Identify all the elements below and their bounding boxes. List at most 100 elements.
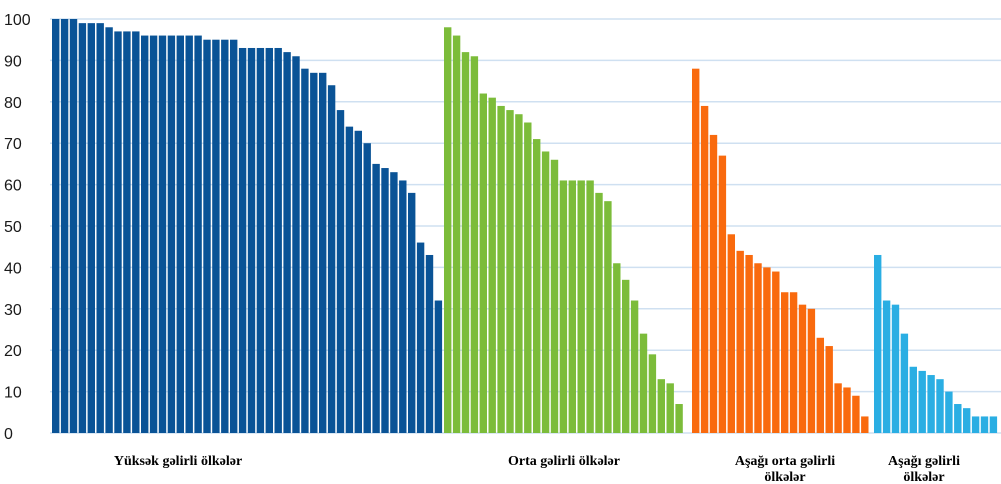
group-label: Orta gəlirli ölkələr — [508, 454, 620, 469]
bar — [515, 114, 523, 433]
bar — [971, 416, 980, 433]
bar — [816, 337, 824, 433]
bar — [927, 375, 935, 433]
bar — [452, 35, 461, 434]
bar — [461, 52, 470, 434]
bar — [372, 163, 380, 433]
bar — [692, 68, 700, 434]
bar — [745, 254, 753, 433]
bar — [506, 110, 514, 433]
group-label-line: ölkələr — [764, 470, 805, 484]
y-tick-label: 0 — [4, 426, 13, 443]
bar — [203, 39, 211, 433]
bar — [185, 35, 193, 434]
bar — [212, 39, 220, 433]
bar — [96, 23, 104, 433]
bar — [345, 126, 354, 433]
y-tick-label: 60 — [4, 178, 22, 195]
bar — [577, 180, 585, 433]
bar — [861, 416, 869, 433]
bar — [781, 292, 789, 433]
bar — [114, 31, 122, 433]
y-tick-label: 40 — [4, 260, 22, 277]
bar — [283, 52, 291, 434]
bar — [274, 47, 282, 433]
bar — [434, 300, 443, 433]
bar — [399, 180, 407, 433]
bar — [141, 35, 149, 434]
bar — [381, 168, 389, 434]
bar — [363, 143, 371, 433]
group-label-line: Orta gəlirli ölkələr — [508, 454, 620, 469]
bar — [533, 139, 541, 433]
bar — [524, 122, 532, 433]
group-label-line: Aşağı orta gəlirli — [735, 454, 835, 469]
bar — [167, 35, 176, 434]
bar — [336, 110, 345, 433]
bar — [700, 105, 709, 433]
y-tick-label: 50 — [4, 219, 22, 236]
bar — [354, 130, 362, 433]
bar — [550, 159, 559, 433]
bar — [60, 19, 69, 433]
bar — [945, 391, 953, 433]
bar — [622, 279, 630, 433]
bar — [909, 366, 917, 433]
bar — [900, 333, 909, 433]
bar — [488, 97, 496, 433]
bar — [470, 56, 479, 433]
bar — [69, 19, 78, 433]
bar — [497, 105, 505, 433]
bar — [595, 192, 603, 433]
bar — [963, 408, 971, 433]
bar — [834, 383, 842, 433]
bar — [675, 404, 683, 433]
group-labels: Yüksək gəlirli ölkələr Orta gəlirli ölkəl… — [114, 454, 960, 484]
bar — [221, 39, 229, 433]
bar — [954, 404, 962, 433]
bar — [310, 72, 318, 433]
bar — [256, 47, 265, 433]
bar — [158, 35, 167, 434]
y-tick-label: 100 — [4, 12, 31, 29]
group-label-line: Yüksək gəlirli ölkələr — [114, 454, 242, 469]
bar — [301, 68, 309, 434]
group-label: Yüksək gəlirli ölkələr — [114, 454, 242, 469]
y-tick-label: 10 — [4, 385, 22, 402]
bar — [327, 85, 336, 434]
bar — [657, 379, 665, 433]
bar — [444, 27, 452, 434]
bar — [843, 387, 851, 433]
y-tick-label: 70 — [4, 136, 22, 153]
bar — [408, 192, 416, 433]
bar — [194, 35, 202, 434]
bar — [247, 47, 256, 433]
bar — [149, 35, 158, 434]
bar — [736, 250, 744, 433]
bar — [230, 39, 238, 433]
bar — [852, 395, 860, 433]
group-label-line: Aşağı gəlirli — [888, 454, 960, 469]
group-label: Aşağı gəlirli ölkələr — [888, 454, 960, 484]
bar — [648, 354, 657, 433]
bar — [772, 271, 780, 433]
bar — [798, 304, 807, 433]
bar — [425, 254, 434, 433]
bar — [891, 304, 900, 433]
bar — [709, 134, 718, 434]
bar — [718, 155, 727, 433]
bar — [541, 151, 550, 434]
bar — [727, 234, 735, 433]
bar — [630, 300, 639, 433]
bar — [87, 23, 95, 433]
bar — [789, 292, 798, 433]
bar — [754, 263, 762, 433]
bar — [132, 31, 140, 433]
bar — [936, 379, 944, 433]
bar — [123, 31, 131, 433]
bar — [613, 263, 621, 433]
bar — [604, 201, 612, 433]
bar — [980, 416, 989, 433]
group-label-line: ölkələr — [903, 470, 944, 484]
